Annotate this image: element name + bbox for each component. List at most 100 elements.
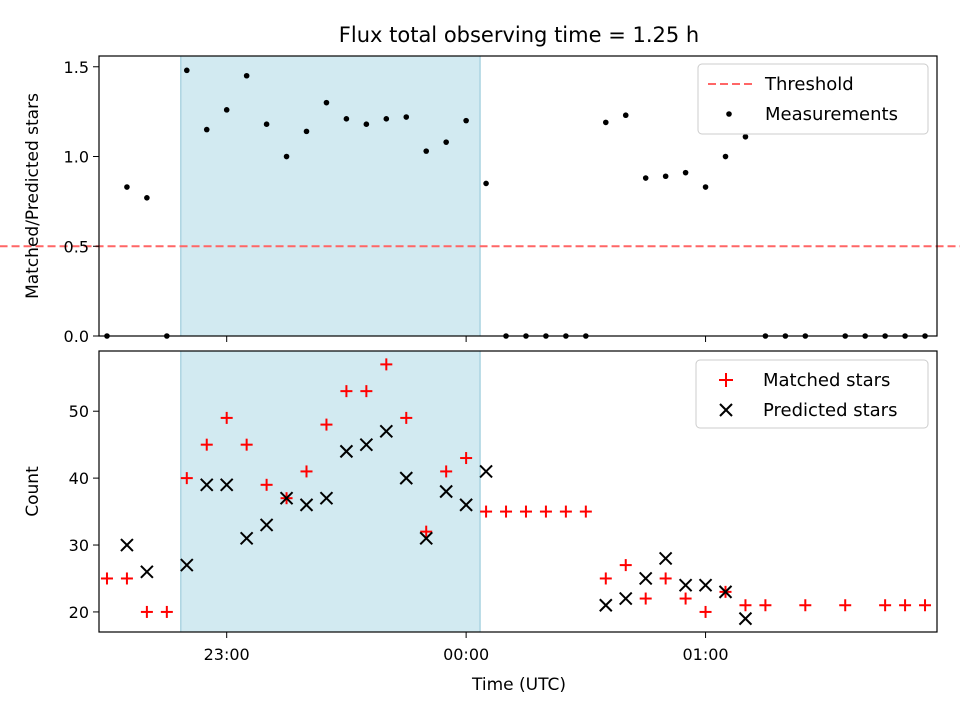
matched-star-point	[160, 605, 173, 618]
top-panel-frame	[98, 55, 938, 337]
predicted-star-point	[180, 558, 194, 572]
measurement-point	[343, 116, 350, 122]
matched-star-point	[759, 599, 772, 612]
predicted-star-point	[359, 437, 374, 452]
matched-star-point	[899, 599, 912, 612]
matched-star-point	[460, 452, 473, 465]
legend-measurements-label: Measurements	[765, 104, 898, 125]
top-y-ticks: 0.0 0.5 1.0 1.5	[64, 58, 99, 346]
x-tick-label: 00:00	[443, 645, 489, 664]
measurement-point	[144, 194, 150, 201]
matched-star-point	[120, 572, 133, 585]
predicted-star-point	[718, 585, 733, 599]
matched-star-point	[420, 525, 433, 538]
y-tick-label: 0.0	[64, 327, 89, 346]
measurement-point	[124, 184, 130, 190]
measurement-point	[243, 72, 250, 79]
predicted-star-point	[698, 578, 713, 592]
matched-star-point	[839, 599, 852, 612]
measurement-point	[682, 169, 689, 176]
matched-star-point	[400, 411, 413, 424]
matched-star-point	[180, 472, 193, 485]
predicted-star-point	[259, 518, 274, 532]
measurement-point	[483, 180, 489, 187]
predicted-star-point	[339, 444, 354, 459]
predicted-star-point	[619, 591, 633, 606]
matched-star-point	[300, 465, 313, 478]
predicted-star-point	[658, 551, 673, 566]
measurement-point	[702, 184, 709, 190]
measurement-point	[303, 128, 310, 135]
measurement-point	[403, 114, 410, 120]
ratio-panel: 0.0 0.5 1.0 1.5 Matched/Predicted stars Thr…	[0, 55, 960, 346]
measurement-point	[443, 139, 449, 145]
predicted-star-point	[120, 538, 134, 552]
matched-star-point	[380, 358, 393, 371]
matched-star-point	[100, 572, 113, 585]
bottom-legend-box	[695, 359, 929, 429]
matched-star-point	[579, 505, 592, 518]
matched-star-point	[619, 559, 632, 572]
count-panel: 20 30 40 50 23:00 00:00 01:00 Count Time (UTC…	[23, 350, 938, 695]
measurement-point	[463, 117, 469, 124]
top-legend: Threshold Measurements	[697, 63, 929, 135]
predicted-star-point	[379, 424, 394, 438]
matched-star-point	[919, 599, 932, 612]
predicted-star-point	[200, 478, 214, 492]
matched-star-point	[340, 385, 353, 398]
matched-star-point	[140, 605, 153, 618]
matched-star-point	[739, 599, 752, 612]
matched-star-point	[200, 438, 213, 451]
matched-star-point	[320, 418, 333, 431]
matched-star-point	[500, 505, 513, 518]
legend-predicted-label: Predicted stars	[763, 400, 897, 421]
top-y-axis-label: Matched/Predicted stars	[23, 93, 43, 299]
y-tick-label: 40	[69, 469, 89, 488]
matched-star-point	[679, 592, 692, 605]
legend-matched-swatch	[719, 373, 733, 387]
chart-title: Flux total observing time = 1.25 h	[339, 23, 699, 47]
matched-star-point	[260, 478, 273, 491]
y-tick-label: 0.5	[64, 237, 89, 256]
measurement-point	[183, 67, 190, 74]
matched-star-point	[360, 385, 373, 398]
x-tick-label: 23:00	[204, 645, 250, 664]
predicted-star-point	[439, 484, 453, 499]
measurement-point	[742, 133, 749, 140]
y-tick-label: 20	[69, 603, 89, 622]
matched-star-point	[599, 572, 612, 585]
measurement-point	[263, 121, 270, 128]
matched-star-point	[699, 605, 712, 618]
predicted-star-point	[678, 578, 693, 592]
legend-measurements-swatch	[726, 111, 732, 117]
measurement-point	[602, 119, 609, 126]
predicted-star-point	[140, 565, 154, 579]
observing-window-top	[180, 55, 481, 337]
measurement-point	[662, 173, 669, 180]
measurement-point	[722, 153, 729, 160]
matched-star-point	[639, 592, 652, 605]
matched-star-point	[519, 505, 532, 518]
x-axis-label: Time (UTC)	[471, 675, 566, 695]
measurement-point	[223, 107, 230, 113]
x-tick-label: 01:00	[682, 645, 728, 664]
matched-star-point	[799, 599, 812, 612]
bottom-legend: Matched stars Predicted stars	[695, 359, 929, 429]
legend-threshold-label: Threshold	[764, 74, 854, 95]
predicted-star-point	[419, 531, 433, 546]
top-legend-box	[697, 63, 929, 135]
observing-window-bottom	[180, 350, 481, 633]
bottom-panel-frame	[98, 350, 938, 633]
measurement-point	[642, 175, 649, 181]
measurement-point	[203, 126, 210, 133]
count-points	[100, 358, 932, 626]
matched-star-point	[480, 505, 493, 518]
predicted-star-point	[738, 611, 753, 626]
y-tick-label: 1.5	[64, 58, 89, 77]
predicted-star-point	[279, 491, 294, 505]
y-tick-label: 30	[69, 536, 89, 555]
predicted-star-point	[399, 471, 413, 485]
predicted-star-point	[319, 491, 334, 505]
predicted-star-point	[299, 498, 314, 512]
